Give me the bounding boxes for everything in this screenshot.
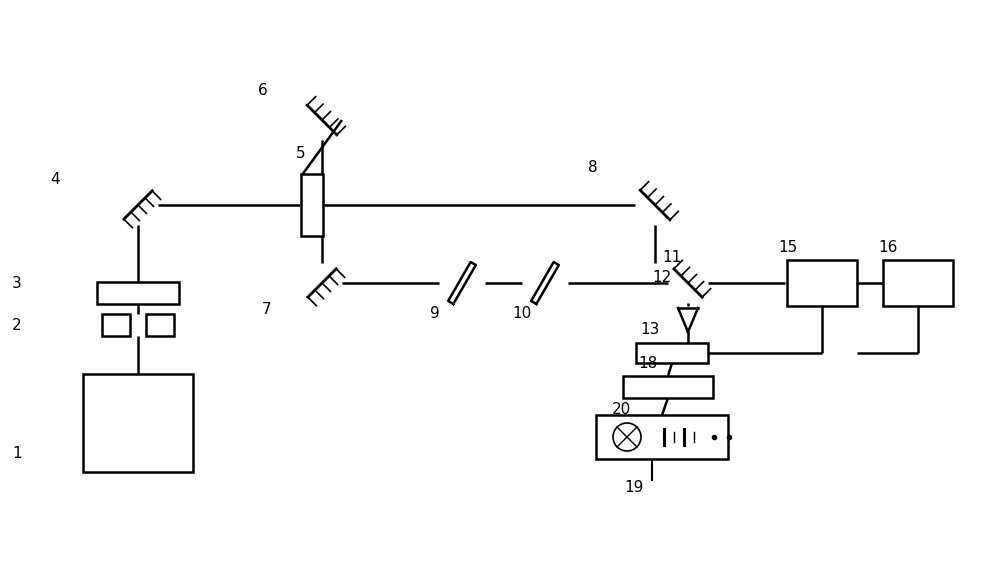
Bar [102,314,130,336]
Text: 16: 16 [878,240,897,255]
Text: 6: 6 [258,82,268,98]
Bar [636,343,708,363]
Bar [83,374,193,472]
Text: 3: 3 [12,275,22,290]
Text: 10: 10 [512,305,531,320]
Bar [146,314,174,336]
Text: 9: 9 [430,305,440,320]
Text: 4: 4 [50,172,60,187]
Text: 5: 5 [296,145,306,160]
Text: 11: 11 [662,250,681,264]
Text: 7: 7 [262,302,272,317]
Bar [787,260,857,306]
Bar [97,282,179,304]
Text: 8: 8 [588,159,598,174]
Bar [883,260,953,306]
Bar [301,174,323,236]
Text: 2: 2 [12,317,22,332]
Bar [596,415,728,459]
Text: 12: 12 [652,270,671,285]
Text: 13: 13 [640,321,659,336]
Text: 18: 18 [638,355,657,370]
Text: 1: 1 [12,446,22,461]
Polygon shape [448,262,476,304]
Bar [623,376,713,398]
Text: 19: 19 [624,480,643,494]
Polygon shape [531,262,559,304]
Text: 20: 20 [612,402,631,417]
Circle shape [613,423,641,451]
Text: 15: 15 [778,240,797,255]
